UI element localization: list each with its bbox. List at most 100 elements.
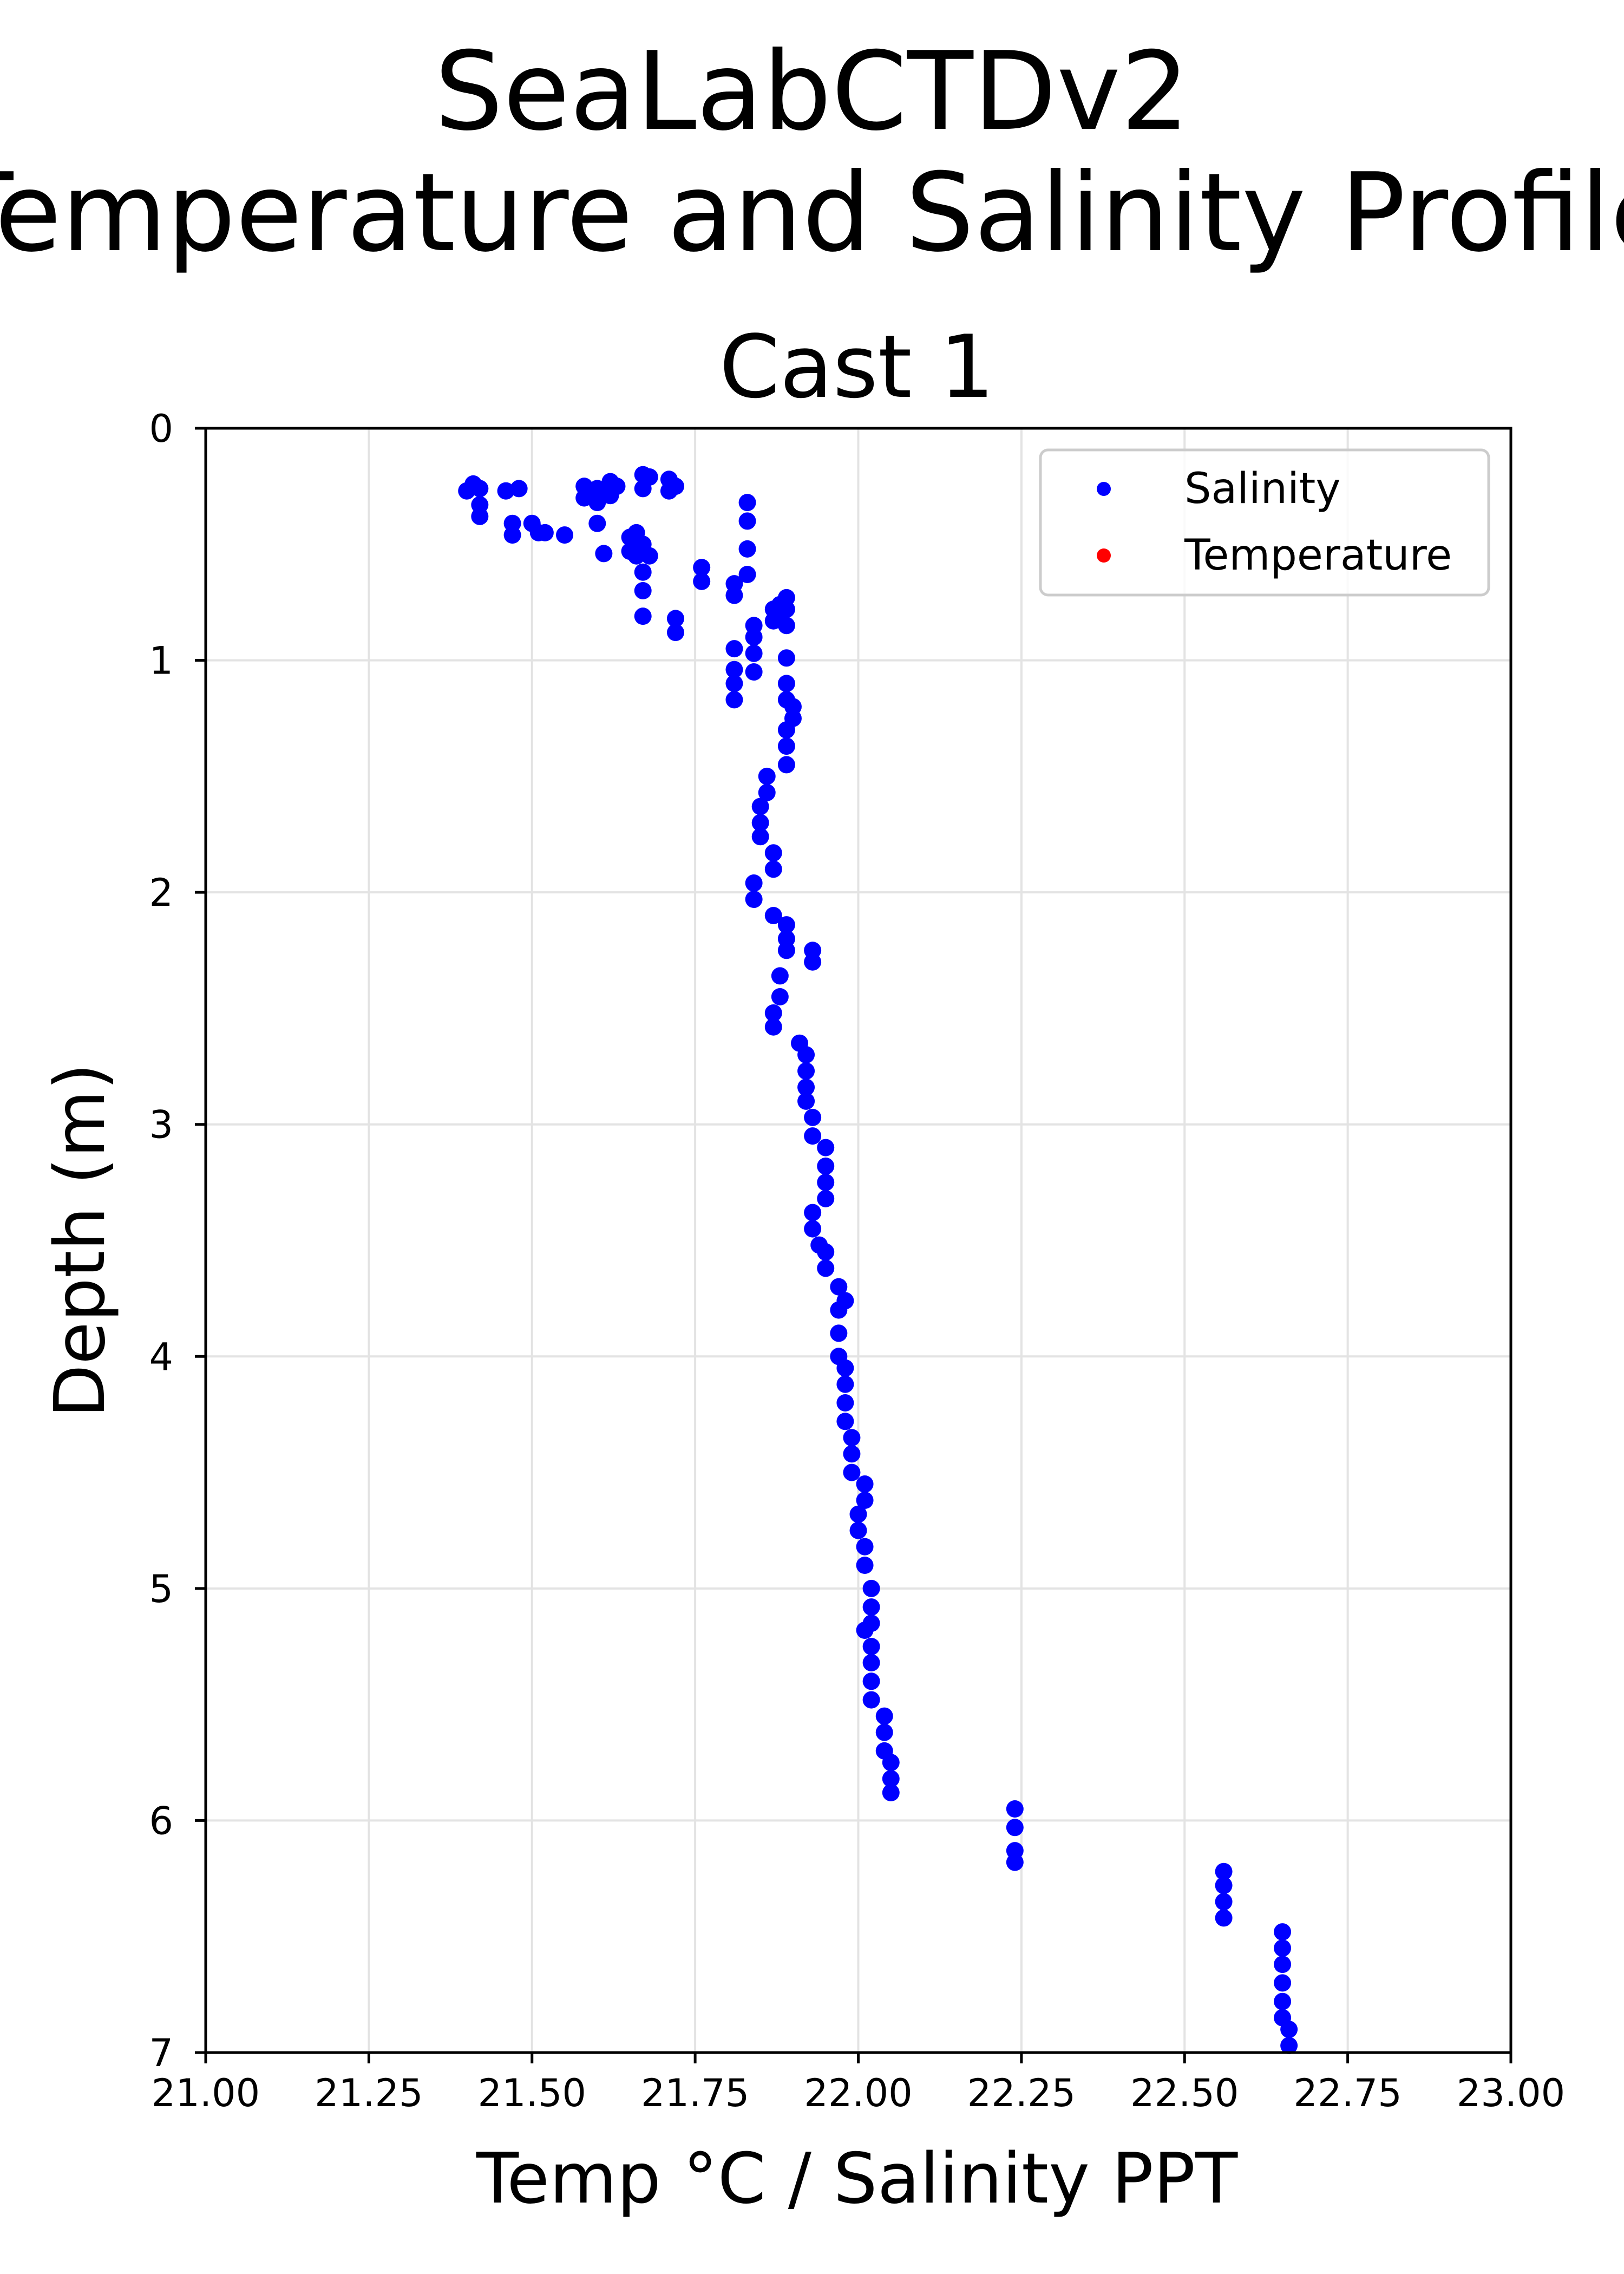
salinity-point-17 xyxy=(588,494,606,512)
salinity-point-41 xyxy=(693,572,711,590)
x-tick-label-0: 21.00 xyxy=(152,2071,260,2115)
salinity-point-137 xyxy=(882,1784,900,1801)
salinity-point-11 xyxy=(536,524,554,541)
salinity-point-38 xyxy=(666,610,684,628)
salinity-point-57 xyxy=(745,891,763,908)
salinity-point-67 xyxy=(764,907,782,924)
x-tick-label-7: 22.75 xyxy=(1293,2071,1402,2115)
salinity-point-152 xyxy=(1280,2021,1298,2038)
legend-marker-salinity xyxy=(1097,482,1111,496)
salinity-point-141 xyxy=(1006,1853,1024,1871)
salinity-point-146 xyxy=(1274,1923,1292,1941)
chart-suptitle-line-1: SeaLabCTDv2 xyxy=(435,29,1190,155)
salinity-point-33 xyxy=(640,468,658,486)
salinity-point-119 xyxy=(849,1521,867,1539)
chart-suptitle-line-2: Temperature and Salinity Profile xyxy=(0,150,1624,276)
salinity-point-97 xyxy=(804,1204,822,1221)
salinity-point-147 xyxy=(1274,1939,1292,1957)
salinity-point-113 xyxy=(836,1394,854,1412)
salinity-point-111 xyxy=(836,1359,854,1377)
salinity-point-61 xyxy=(758,767,776,785)
salinity-point-77 xyxy=(777,649,795,667)
salinity-point-12 xyxy=(556,526,574,544)
y-tick-label-0: 0 xyxy=(149,407,173,451)
salinity-point-82 xyxy=(777,756,795,774)
salinity-point-121 xyxy=(856,1492,874,1509)
salinity-point-60 xyxy=(751,828,769,846)
salinity-point-2 xyxy=(471,480,489,498)
salinity-point-102 xyxy=(817,1173,835,1191)
salinity-point-87 xyxy=(784,709,802,727)
salinity-point-122 xyxy=(856,1538,874,1556)
salinity-point-118 xyxy=(849,1505,867,1523)
salinity-point-91 xyxy=(797,1079,815,1096)
salinity-point-40 xyxy=(693,559,711,577)
salinity-point-123 xyxy=(856,1557,874,1574)
salinity-point-31 xyxy=(634,582,652,599)
salinity-point-53 xyxy=(745,628,763,646)
legend: Salinity Temperature xyxy=(1039,448,1490,597)
salinity-point-90 xyxy=(797,1062,815,1080)
grid xyxy=(205,427,1512,2054)
salinity-point-34 xyxy=(640,547,658,565)
y-tick-label-1: 1 xyxy=(149,639,173,683)
salinity-point-48 xyxy=(738,494,756,512)
salinity-point-101 xyxy=(817,1157,835,1175)
x-axis-label: Temp °C / Salinity PPT xyxy=(476,2139,1238,2219)
salinity-point-131 xyxy=(862,1691,880,1709)
y-tick-label-6: 6 xyxy=(149,1799,173,1843)
axis-ticks: 21.00 21.25 21.50 21.75 22.00 22.25 22.50 22.75… xyxy=(149,407,1565,2115)
salinity-point-95 xyxy=(804,1108,822,1126)
salinity-point-126 xyxy=(862,1598,880,1616)
salinity-point-120 xyxy=(856,1475,874,1493)
salinity-point-149 xyxy=(1274,1974,1292,1992)
y-tick-label-5: 5 xyxy=(149,1567,173,1611)
salinity-point-114 xyxy=(836,1413,854,1430)
salinity-point-83 xyxy=(777,916,795,934)
y-tick-label-7: 7 xyxy=(149,2031,173,2075)
salinity-point-92 xyxy=(797,1092,815,1110)
salinity-point-108 xyxy=(830,1324,848,1342)
salinity-point-136 xyxy=(882,1770,900,1788)
salinity-point-81 xyxy=(777,737,795,755)
legend-label-temperature: Temperature xyxy=(1184,531,1452,580)
salinity-point-128 xyxy=(862,1638,880,1655)
scatter-points xyxy=(458,466,1298,2055)
salinity-point-103 xyxy=(817,1190,835,1207)
salinity-point-68 xyxy=(764,1004,782,1022)
salinity-point-59 xyxy=(751,814,769,832)
salinity-point-133 xyxy=(875,1723,893,1741)
salinity-point-73 xyxy=(771,988,789,1005)
salinity-point-46 xyxy=(725,675,743,692)
salinity-point-106 xyxy=(830,1278,848,1296)
salinity-point-62 xyxy=(758,783,776,801)
salinity-point-100 xyxy=(817,1139,835,1156)
salinity-point-22 xyxy=(608,478,626,495)
chart-title: Cast 1 xyxy=(719,316,995,417)
salinity-point-142 xyxy=(1215,1863,1233,1880)
salinity-point-116 xyxy=(843,1445,861,1463)
salinity-point-135 xyxy=(882,1754,900,1772)
salinity-point-117 xyxy=(843,1463,861,1481)
salinity-point-55 xyxy=(745,663,763,681)
y-tick-label-4: 4 xyxy=(149,1335,173,1379)
salinity-point-49 xyxy=(738,512,756,530)
salinity-point-94 xyxy=(804,953,822,971)
salinity-point-96 xyxy=(804,1127,822,1145)
salinity-point-75 xyxy=(777,600,795,618)
salinity-point-54 xyxy=(745,644,763,662)
salinity-point-18 xyxy=(588,514,606,532)
x-tick-label-1: 21.25 xyxy=(315,2071,423,2115)
salinity-point-153 xyxy=(1280,2037,1298,2055)
salinity-point-43 xyxy=(725,586,743,604)
salinity-point-47 xyxy=(725,691,743,709)
salinity-point-105 xyxy=(817,1259,835,1277)
salinity-point-72 xyxy=(771,967,789,985)
legend-box xyxy=(1039,448,1490,597)
salinity-point-39 xyxy=(666,624,684,642)
salinity-point-129 xyxy=(862,1654,880,1671)
salinity-point-19 xyxy=(595,545,613,563)
salinity-point-98 xyxy=(804,1220,822,1238)
salinity-point-132 xyxy=(875,1707,893,1725)
